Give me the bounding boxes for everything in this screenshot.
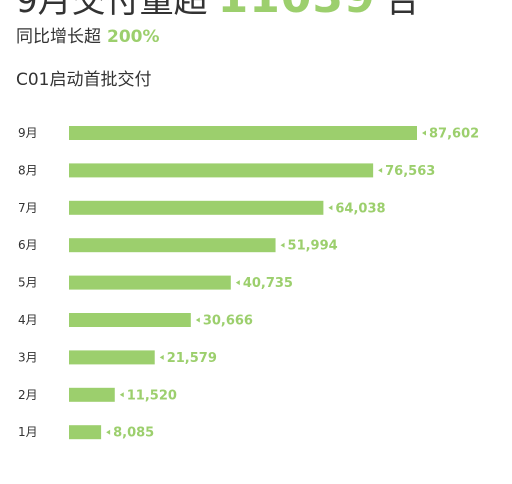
- month-label: 2月: [18, 388, 38, 402]
- headline-number: 11039: [218, 0, 376, 23]
- month-label: 7月: [18, 201, 38, 215]
- chart-caption: C01启动首批交付: [16, 70, 152, 90]
- delivery-bar: [69, 387, 115, 402]
- headline: 9月交付量超 11039 台: [16, 0, 420, 20]
- bar-value-label: 30,666: [203, 314, 253, 329]
- value-pointer-icon: [106, 429, 111, 435]
- value-pointer-icon: [422, 130, 426, 136]
- delivery-bar: [69, 126, 417, 140]
- bar-value-label: 21,579: [167, 351, 217, 366]
- bar-value-label: 64,038: [335, 201, 385, 216]
- month-label: 6月: [18, 238, 38, 252]
- value-pointer-icon: [235, 280, 240, 286]
- headline-prefix: 9月交付量超: [16, 0, 208, 21]
- delivery-bar: [69, 163, 374, 178]
- bar-value-label: 40,735: [243, 276, 293, 291]
- value-pointer-icon: [280, 242, 285, 248]
- month-label: 9月: [18, 126, 38, 140]
- value-pointer-icon: [378, 167, 383, 173]
- bar-value-label: 51,994: [288, 239, 338, 254]
- delivery-bar: [69, 350, 155, 365]
- month-label: 5月: [18, 276, 38, 290]
- bar-value-label: 8,085: [113, 426, 154, 441]
- value-pointer-icon: [328, 205, 333, 211]
- bar-value-label: 11,520: [127, 388, 177, 403]
- headline-unit: 台: [385, 0, 420, 21]
- delivery-bar: [69, 238, 276, 253]
- value-pointer-icon: [195, 317, 200, 323]
- yoy-growth-value: 200%: [107, 27, 160, 47]
- bar-value-label: 87,602: [429, 127, 479, 142]
- delivery-bar: [69, 313, 191, 327]
- bar-value-label: 76,563: [385, 164, 435, 179]
- month-label: 4月: [18, 313, 38, 327]
- yoy-growth-line: 同比增长超 200%: [16, 22, 160, 47]
- value-pointer-icon: [119, 392, 124, 398]
- delivery-bar: [69, 275, 231, 290]
- yoy-growth-label: 同比增长超: [16, 27, 101, 47]
- delivery-bar: [69, 200, 324, 215]
- month-label: 1月: [18, 425, 38, 439]
- month-label: 8月: [18, 163, 38, 177]
- month-label: 3月: [18, 350, 38, 364]
- value-pointer-icon: [159, 354, 164, 360]
- delivery-bar: [69, 425, 102, 440]
